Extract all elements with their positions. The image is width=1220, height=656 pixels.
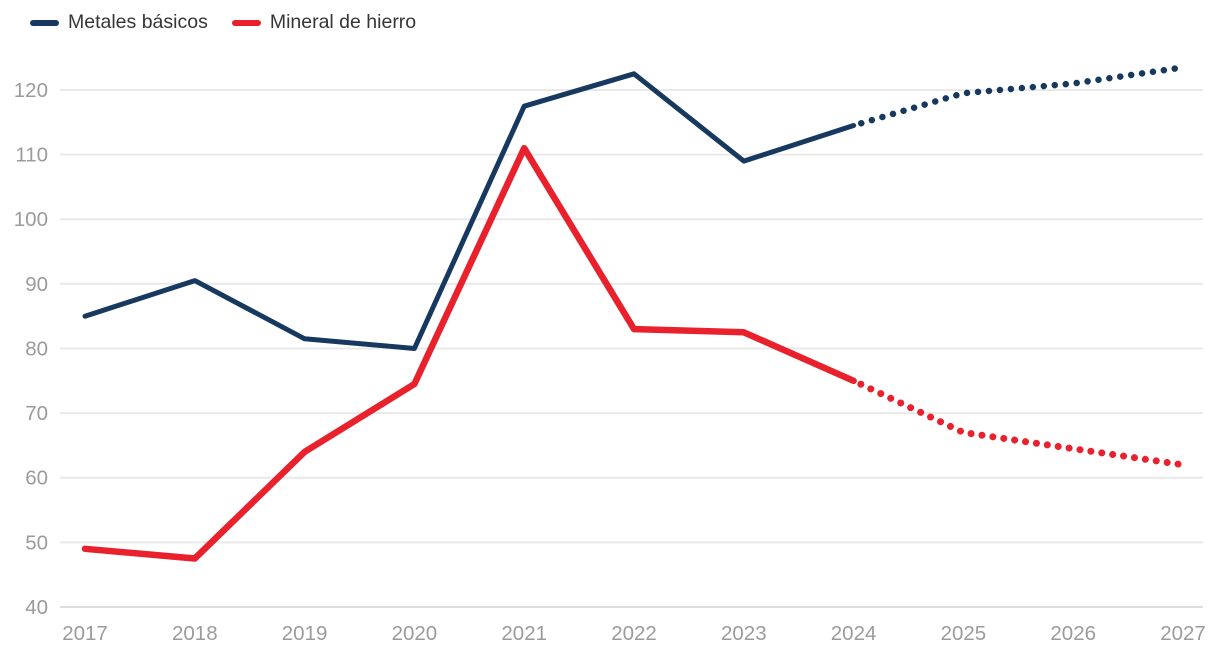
legend-label-mineral-de-hierro: Mineral de hierro: [269, 11, 417, 33]
chart-legend: Metales básicos Mineral de hierro: [30, 11, 417, 33]
y-tick-label-90: 90: [25, 273, 48, 296]
x-tick-label-2022: 2022: [611, 622, 657, 645]
series-line-dotted-0: [850, 64, 1187, 129]
y-tick-label-40: 40: [25, 596, 48, 619]
y-tick-label-110: 110: [15, 144, 48, 167]
y-tick-label-70: 70: [25, 402, 48, 425]
series-line-dotted-1: [850, 377, 1187, 469]
legend-item-metales-basicos: Metales básicos: [30, 11, 208, 33]
x-tick-label-2020: 2020: [392, 622, 438, 645]
series-line-solid-0: [82, 71, 857, 351]
x-tick-label-2027: 2027: [1160, 622, 1206, 645]
x-tick-label-2023: 2023: [721, 622, 767, 645]
y-tick-label-80: 80: [25, 337, 48, 360]
series-line-solid-1: [81, 144, 857, 562]
legend-item-mineral-de-hierro: Mineral de hierro: [231, 11, 417, 33]
x-tick-label-2018: 2018: [172, 622, 218, 645]
y-tick-label-50: 50: [25, 531, 48, 554]
legend-label-metales-basicos: Metales básicos: [68, 11, 208, 33]
y-tick-label-120: 120: [14, 79, 48, 102]
legend-swatch-mineral-de-hierro: [231, 19, 261, 26]
x-tick-label-2026: 2026: [1050, 622, 1096, 645]
x-tick-label-2021: 2021: [501, 622, 547, 645]
y-tick-label-100: 100: [14, 208, 48, 231]
x-tick-label-2019: 2019: [282, 622, 328, 645]
x-tick-label-2025: 2025: [941, 622, 987, 645]
y-tick-label-60: 60: [25, 467, 48, 490]
legend-swatch-metales-basicos: [30, 19, 59, 26]
x-tick-label-2017: 2017: [62, 622, 108, 645]
x-tick-label-2024: 2024: [831, 622, 877, 645]
